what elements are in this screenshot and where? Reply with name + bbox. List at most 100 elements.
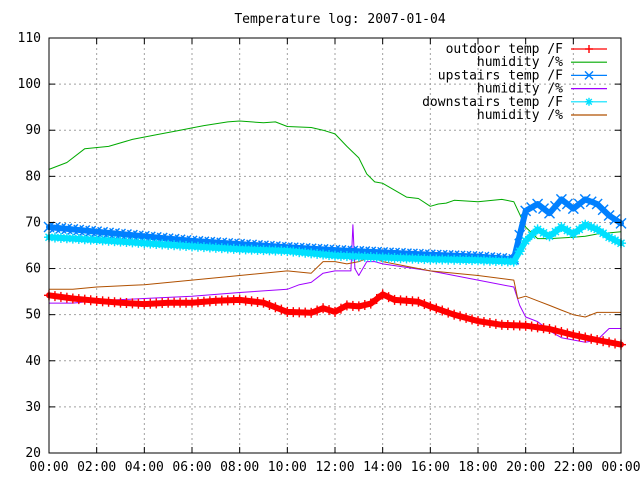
- data-point: [526, 201, 538, 213]
- data-point: [408, 254, 417, 263]
- data-point: [396, 254, 405, 263]
- x-tick-label: 12:00: [315, 460, 354, 475]
- legend-label: humidity /%: [477, 82, 563, 97]
- data-point: [79, 225, 91, 237]
- x-tick-label: 10:00: [268, 460, 307, 475]
- data-point: [73, 224, 85, 236]
- data-point: [354, 252, 363, 261]
- legend-item: humidity /%: [477, 108, 607, 123]
- series-0: [44, 289, 626, 350]
- data-point: [109, 227, 121, 239]
- data-point: [85, 225, 97, 237]
- y-tick-label: 70: [25, 215, 41, 230]
- data-point: [67, 223, 79, 235]
- series-line: [48, 224, 622, 343]
- data-point: [438, 255, 447, 264]
- data-point: [561, 198, 573, 210]
- x-tick-label: 00:00: [601, 460, 640, 475]
- data-point: [567, 203, 579, 215]
- data-point: [241, 245, 250, 254]
- data-point: [235, 245, 244, 254]
- data-point: [587, 223, 596, 232]
- data-point: [527, 231, 536, 240]
- data-point: [497, 257, 506, 266]
- data-point: [503, 257, 512, 266]
- legend-label: upstairs temp /F: [438, 68, 563, 83]
- data-point: [360, 252, 369, 261]
- data-point: [456, 255, 465, 264]
- data-point: [573, 198, 585, 210]
- data-point: [514, 229, 526, 241]
- data-point: [545, 232, 554, 241]
- data-point: [585, 196, 597, 208]
- legend-label: humidity /%: [477, 55, 563, 70]
- x-tick-label: 22:00: [554, 460, 593, 475]
- data-point: [450, 255, 459, 264]
- legend-item: humidity /%: [477, 55, 607, 70]
- data-point: [591, 198, 603, 210]
- data-point: [61, 223, 73, 235]
- data-point: [603, 210, 615, 222]
- data-point: [432, 255, 441, 264]
- data-point: [557, 223, 566, 232]
- data-point: [265, 246, 274, 255]
- x-tick-label: 16:00: [411, 460, 450, 475]
- data-point: [563, 226, 572, 235]
- data-point: [599, 229, 608, 238]
- data-point: [581, 220, 590, 229]
- data-point: [49, 222, 61, 234]
- legend-item: humidity /%: [477, 82, 607, 97]
- data-point: [331, 251, 339, 260]
- data-point: [55, 222, 67, 234]
- data-point: [515, 247, 524, 256]
- y-tick-label: 20: [25, 446, 41, 461]
- data-point: [420, 255, 429, 264]
- data-point: [593, 225, 602, 234]
- data-point: [575, 225, 584, 234]
- data-point: [378, 253, 387, 262]
- data-point: [103, 227, 115, 239]
- y-tick-label: 80: [25, 169, 41, 184]
- data-point: [372, 253, 381, 262]
- data-point: [414, 254, 423, 263]
- data-point: [390, 253, 399, 262]
- data-point: [609, 213, 621, 225]
- data-point: [532, 198, 544, 210]
- data-point: [509, 257, 518, 266]
- data-point: [597, 204, 609, 216]
- legend-label: outdoor temp /F: [446, 42, 564, 57]
- data-point: [569, 229, 578, 238]
- data-point: [115, 228, 126, 240]
- data-point: [342, 252, 351, 261]
- y-tick-label: 110: [18, 31, 41, 46]
- data-point: [474, 256, 482, 265]
- x-tick-label: 20:00: [506, 460, 545, 475]
- y-tick-label: 40: [25, 354, 41, 369]
- data-point: [539, 228, 548, 237]
- series-3: [48, 224, 622, 343]
- y-tick-label: 50: [25, 308, 41, 323]
- data-point: [271, 246, 280, 255]
- data-point: [485, 256, 494, 265]
- data-point: [551, 227, 560, 236]
- y-tick-label: 60: [25, 262, 41, 277]
- data-point: [247, 245, 256, 254]
- data-point: [533, 225, 542, 234]
- data-point: [520, 205, 532, 217]
- data-point: [366, 253, 375, 262]
- grid: [49, 38, 621, 453]
- data-point: [462, 256, 471, 265]
- series-4: [44, 219, 626, 267]
- y-tick-label: 90: [25, 123, 41, 138]
- legend-item: downstairs temp /F: [422, 95, 607, 110]
- data-point: [585, 98, 593, 106]
- data-point: [120, 229, 132, 241]
- x-tick-label: 14:00: [363, 460, 402, 475]
- legend-item: upstairs temp /F: [438, 68, 607, 83]
- data-point: [426, 255, 435, 264]
- data-point: [336, 251, 345, 260]
- legend-item: outdoor temp /F: [446, 42, 607, 57]
